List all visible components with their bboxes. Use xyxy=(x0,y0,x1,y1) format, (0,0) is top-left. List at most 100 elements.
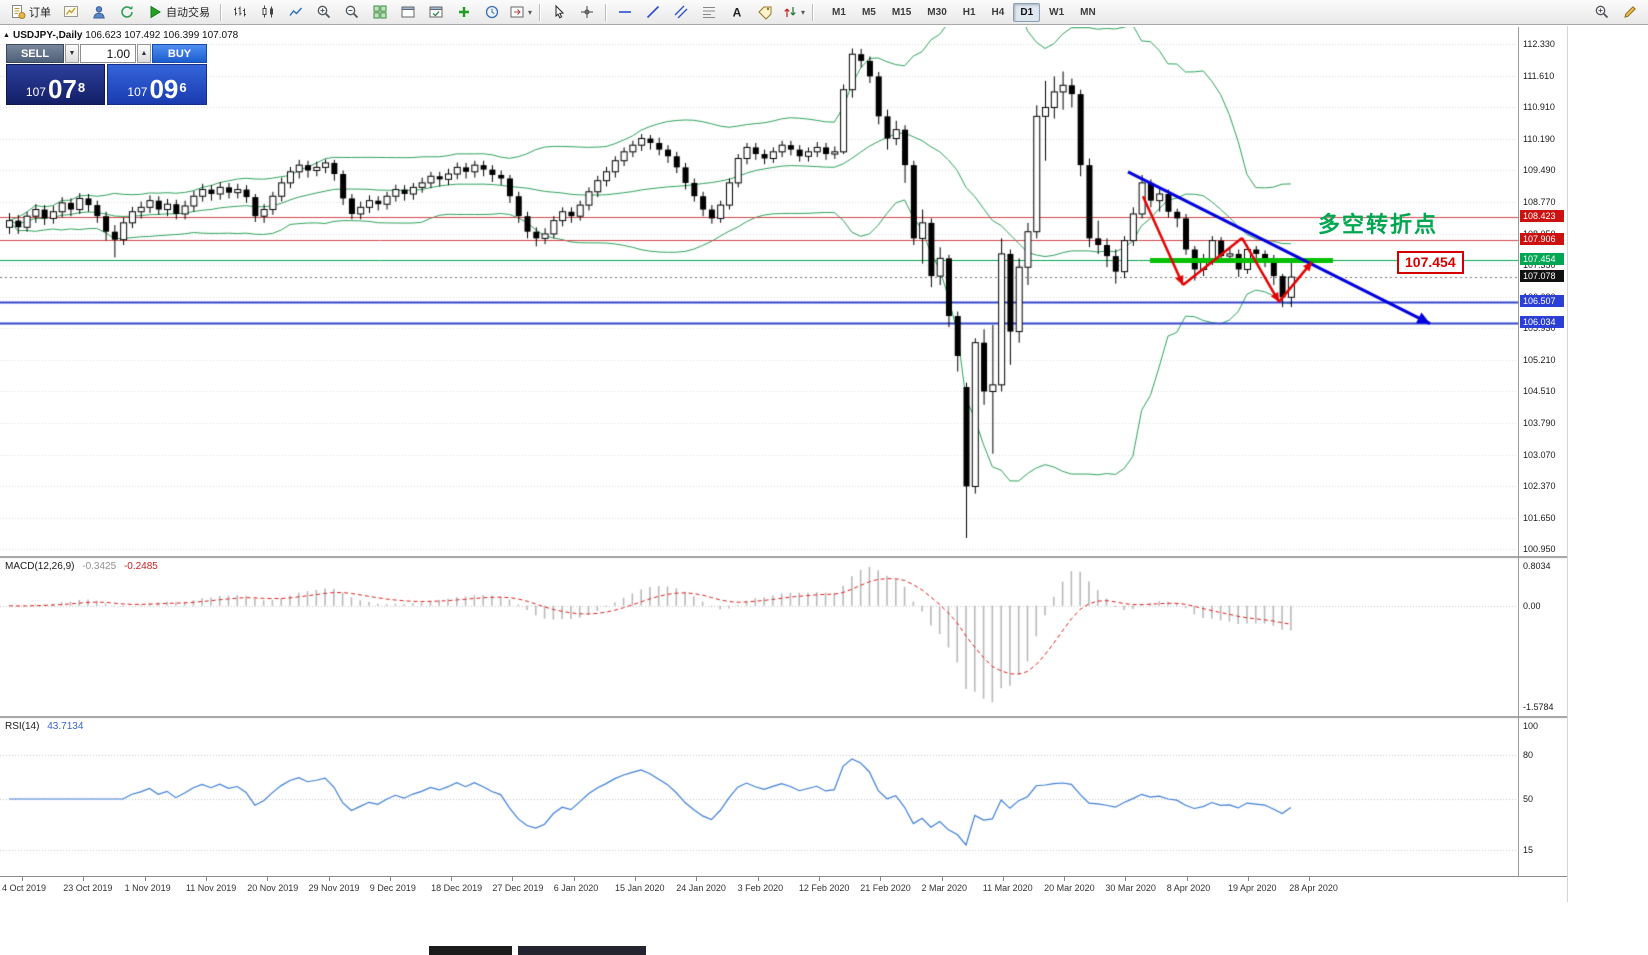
clock-button[interactable] xyxy=(478,1,506,23)
price-axis-label: 101.650 xyxy=(1523,512,1556,523)
panel-separator[interactable] xyxy=(0,716,1567,719)
price-axis-label: 109.490 xyxy=(1523,165,1556,176)
panel-separator[interactable] xyxy=(0,556,1567,559)
date-label: 23 Oct 2019 xyxy=(63,883,113,893)
timeframe-button-d1[interactable]: D1 xyxy=(1013,2,1041,22)
date-label: 6 Jan 2020 xyxy=(553,883,599,893)
win1-button[interactable] xyxy=(394,1,422,23)
candles-icon xyxy=(262,5,273,18)
ask-big-figure: 107 xyxy=(127,85,148,99)
date-label: 15 Jan 2020 xyxy=(615,883,665,893)
date-tick xyxy=(144,877,146,881)
zoom-in-button[interactable] xyxy=(310,1,338,23)
price-axis-label: 112.330 xyxy=(1523,39,1555,49)
win1-icon xyxy=(401,6,415,18)
ask-price-button[interactable]: 107 09 6 xyxy=(107,64,207,105)
rsi-name: RSI(14) xyxy=(5,721,40,732)
channel-icon xyxy=(674,5,688,19)
linech-button[interactable] xyxy=(282,1,310,23)
date-tick xyxy=(389,877,391,881)
pencil-icon xyxy=(1624,6,1636,18)
arrows-button[interactable]: ▾ xyxy=(779,1,808,23)
timeframe-button-m1[interactable]: M1 xyxy=(832,6,846,18)
play-button[interactable]: 自动交易 xyxy=(141,1,216,23)
fibo-icon xyxy=(703,7,716,18)
one-click-collapse-icon[interactable]: ▲ xyxy=(3,32,10,39)
trend-button[interactable] xyxy=(639,1,667,23)
volume-increase-button[interactable]: ▲ xyxy=(137,44,151,63)
date-tick xyxy=(818,877,820,881)
cross-icon xyxy=(581,6,594,18)
zoom-plus-button[interactable] xyxy=(1588,1,1616,23)
profile-icon xyxy=(93,6,105,19)
hline-icon xyxy=(619,11,632,13)
profile-button[interactable] xyxy=(85,1,113,23)
zoom-out-button[interactable] xyxy=(338,1,366,23)
timeframe-button-h1[interactable]: H1 xyxy=(962,6,976,18)
price-tag: 107.454 xyxy=(1520,253,1564,266)
date-tick xyxy=(1002,877,1004,881)
chart-new-button[interactable] xyxy=(57,1,85,23)
chart-annotation-text[interactable]: 多空转折点 xyxy=(1318,212,1439,237)
volume-input[interactable]: 1.00 xyxy=(80,44,136,63)
dropdown-arrow-icon: ▾ xyxy=(801,7,806,17)
volume-decrease-button[interactable]: ▼ xyxy=(65,44,79,63)
timeframe-button-m5[interactable]: M5 xyxy=(861,6,876,18)
bars-icon xyxy=(234,6,246,17)
label-button[interactable] xyxy=(751,1,779,23)
date-label: 4 Oct 2019 xyxy=(2,883,47,893)
bid-price-button[interactable]: 107 07 8 xyxy=(6,64,105,105)
date-axis[interactable]: 4 Oct 2019 23 Oct 2019 1 Nov 2019 11 Nov 20… xyxy=(0,877,1567,901)
arrows-icon xyxy=(784,7,796,17)
price-axis-label: 103.070 xyxy=(1523,449,1556,460)
window-edge xyxy=(1567,26,1568,902)
new-order-button[interactable]: 订单 xyxy=(4,1,57,23)
date-tick xyxy=(1064,877,1066,881)
date-tick xyxy=(267,877,269,881)
timeframe-button-mn[interactable]: MN xyxy=(1080,6,1096,18)
date-tick xyxy=(512,877,514,881)
hline-button[interactable] xyxy=(611,1,639,23)
cross-button[interactable] xyxy=(573,1,601,23)
candles-button[interactable] xyxy=(254,1,282,23)
channel-button[interactable] xyxy=(667,1,695,23)
timeframe-group: M1 M5 M15 M30 H1 H4 D1 W1 MN xyxy=(824,2,1104,22)
sell-button[interactable]: SELL xyxy=(6,44,64,63)
bars-button[interactable] xyxy=(226,1,254,23)
price-callout-label[interactable]: 107.454 xyxy=(1397,251,1464,274)
toolbar-separator xyxy=(812,3,815,21)
background-window-fragment xyxy=(429,946,512,955)
win2-button[interactable] xyxy=(422,1,450,23)
cycle-button[interactable] xyxy=(113,1,141,23)
main-chart-canvas[interactable] xyxy=(0,27,1518,556)
timeframe-button-m30[interactable]: M30 xyxy=(927,6,947,18)
price-axis[interactable]: 112.330 111.610 110.910 110.190 109.490 108.7… xyxy=(1519,26,1647,902)
timeframe-button-h4[interactable]: H4 xyxy=(991,6,1005,18)
text-button[interactable]: A xyxy=(723,1,751,23)
timeframe-button-m15[interactable]: M15 xyxy=(891,6,912,18)
cursor-button[interactable] xyxy=(545,1,573,23)
date-label: 12 Feb 2020 xyxy=(798,883,850,893)
date-label: 18 Dec 2019 xyxy=(431,883,483,893)
dropdown-arrow-icon: ▾ xyxy=(528,7,533,17)
ind-add-button[interactable] xyxy=(450,1,478,23)
fibo-button[interactable] xyxy=(695,1,723,23)
pencil-button[interactable] xyxy=(1616,1,1644,23)
date-label: 11 Nov 2019 xyxy=(185,883,237,893)
date-tick xyxy=(83,877,85,881)
buy-button[interactable]: BUY xyxy=(152,44,207,63)
shift-button[interactable]: ▾ xyxy=(506,1,535,23)
rsi-panel-canvas[interactable] xyxy=(0,718,1518,876)
toolbar-separator xyxy=(605,3,608,21)
date-tick xyxy=(451,877,453,881)
date-label: 21 Feb 2020 xyxy=(860,883,911,893)
rsi-value: 43.7134 xyxy=(47,721,84,732)
macd-panel-canvas[interactable] xyxy=(0,558,1518,716)
date-tick xyxy=(1309,877,1311,881)
label-icon xyxy=(758,6,772,20)
zoom-in-icon xyxy=(317,5,331,19)
toolbar-separator xyxy=(220,3,222,21)
tile-icon xyxy=(373,5,387,19)
timeframe-button-w1[interactable]: W1 xyxy=(1049,6,1065,18)
tile-button[interactable] xyxy=(366,1,394,23)
